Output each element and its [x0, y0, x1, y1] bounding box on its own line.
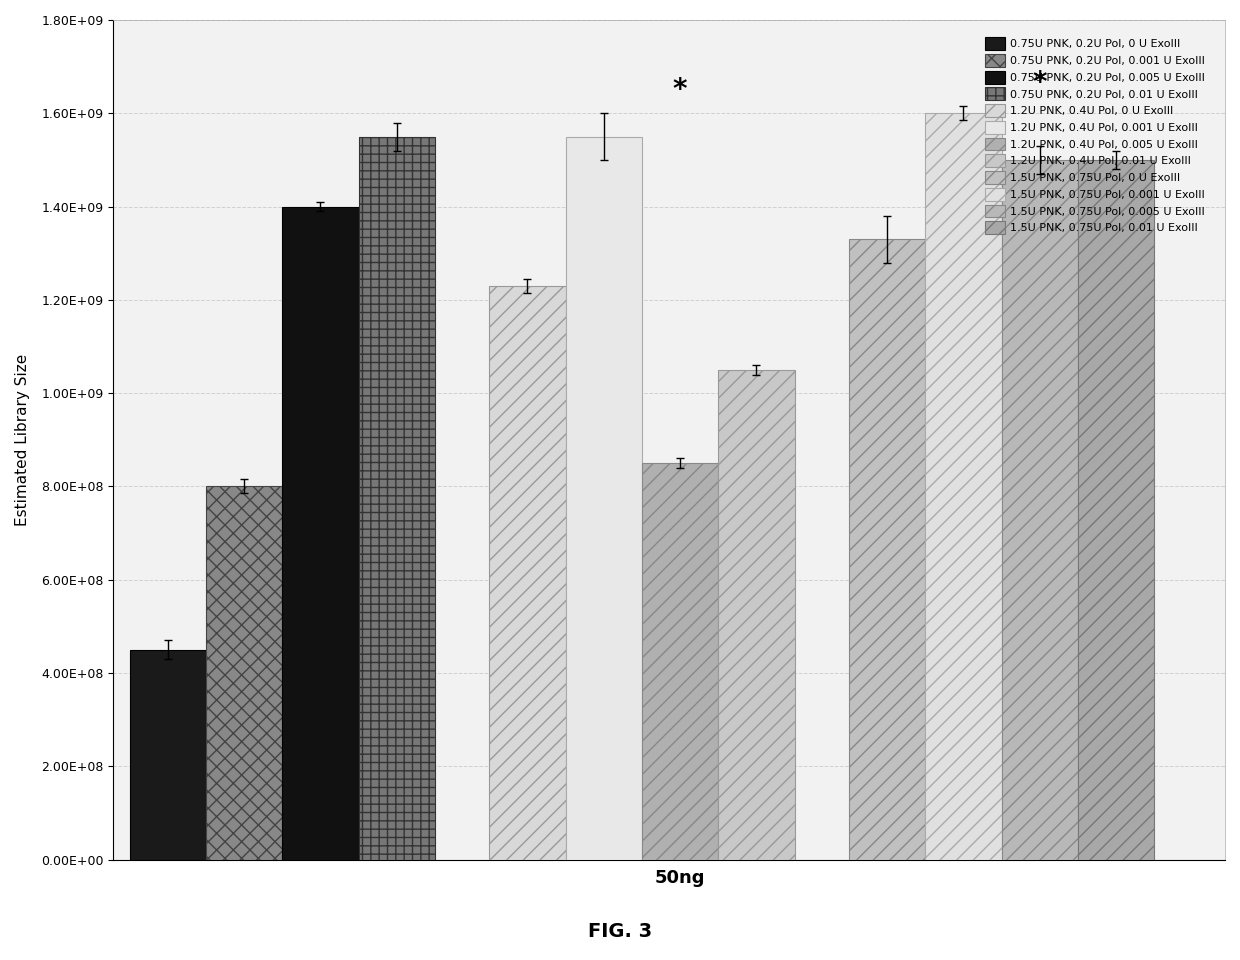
Bar: [358, 136, 435, 859]
Bar: [1078, 160, 1154, 859]
Bar: [642, 463, 718, 859]
Legend: 0.75U PNK, 0.2U Pol, 0 U ExoIII, 0.75U PNK, 0.2U Pol, 0.001 U ExoIII, 0.75U PNK,: 0.75U PNK, 0.2U Pol, 0 U ExoIII, 0.75U P…: [981, 34, 1208, 237]
Bar: [130, 650, 206, 859]
Bar: [849, 239, 925, 859]
Text: FIG. 3: FIG. 3: [588, 922, 652, 941]
Bar: [718, 370, 795, 859]
Bar: [283, 206, 358, 859]
Bar: [1002, 160, 1078, 859]
Y-axis label: Estimated Library Size: Estimated Library Size: [15, 353, 30, 526]
Text: *: *: [673, 76, 687, 104]
Bar: [925, 113, 1002, 859]
Bar: [565, 136, 642, 859]
Text: *: *: [1033, 69, 1047, 97]
Bar: [490, 286, 565, 859]
Bar: [206, 487, 283, 859]
